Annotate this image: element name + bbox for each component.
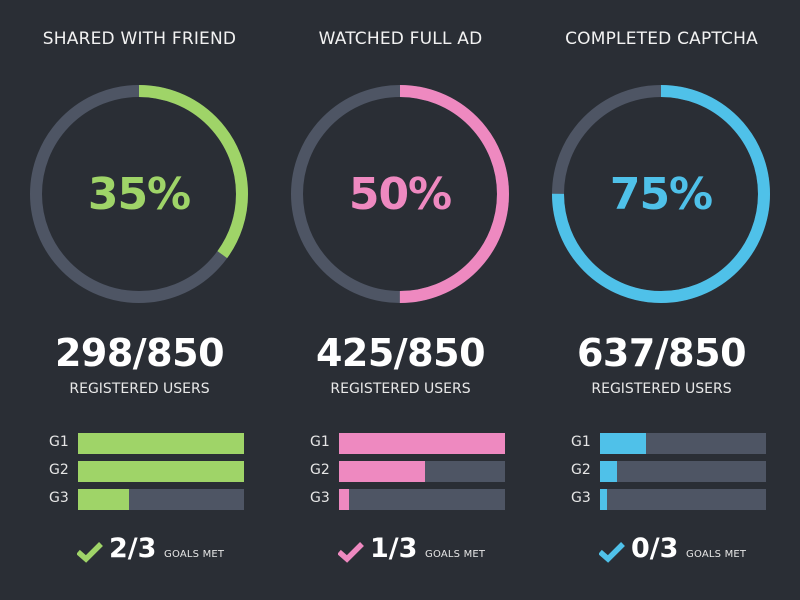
- goals-met-label: GOALS MET: [686, 549, 747, 560]
- goal-progress-fill: [339, 489, 349, 510]
- goal-progress-fill: [600, 433, 647, 454]
- goal-row-g3: G3: [531, 489, 792, 511]
- goal-row-g1: G1: [531, 433, 792, 455]
- goal-progress-track: [339, 461, 505, 482]
- goal-progress-fill: [600, 489, 607, 510]
- goal-label: G1: [310, 434, 330, 450]
- goal-label: G1: [49, 434, 69, 450]
- goal-row-g2: G2: [531, 461, 792, 483]
- panel-title: SHARED WITH FRIEND: [42, 29, 237, 49]
- user-count: 425/850: [315, 331, 486, 375]
- goal-progress-fill: [339, 433, 505, 454]
- goal-label: G2: [310, 462, 330, 478]
- goal-progress-track: [78, 433, 244, 454]
- goal-progress-fill: [78, 461, 244, 482]
- goals-summary: 1/3 GOALS MET: [270, 533, 531, 569]
- goal-label: G3: [310, 490, 330, 506]
- metric-panel-3: COMPLETED CAPTCHA 75% 637/850 REGISTERED…: [531, 0, 792, 600]
- user-count: 637/850: [576, 331, 747, 375]
- goals-met-count: 1/3: [370, 533, 418, 564]
- ring-chart: [552, 85, 770, 303]
- goal-label: G3: [571, 490, 591, 506]
- goals-summary: 2/3 GOALS MET: [9, 533, 270, 569]
- goal-progress-fill: [339, 461, 426, 482]
- goal-row-g1: G1: [9, 433, 270, 455]
- goal-progress-fill: [78, 489, 130, 510]
- goal-progress-track: [78, 461, 244, 482]
- goal-row-g2: G2: [9, 461, 270, 483]
- checkmark-icon: [599, 542, 625, 563]
- goal-label: G2: [571, 462, 591, 478]
- goal-row-g3: G3: [270, 489, 531, 511]
- checkmark-icon: [77, 542, 103, 563]
- goals-met-count: 0/3: [631, 533, 679, 564]
- metric-panel-1: SHARED WITH FRIEND 35% 298/850 REGISTERE…: [9, 0, 270, 600]
- panel-title: WATCHED FULL AD: [318, 29, 483, 49]
- user-count: 298/850: [54, 331, 225, 375]
- progress-ring: 35%: [29, 84, 249, 304]
- goal-label: G1: [571, 434, 591, 450]
- user-count-label: REGISTERED USERS: [69, 381, 210, 397]
- progress-ring: 50%: [290, 84, 510, 304]
- checkmark-icon: [338, 542, 364, 563]
- goal-progress-fill: [600, 461, 617, 482]
- metric-panel-2: WATCHED FULL AD 50% 425/850 REGISTERED U…: [270, 0, 531, 600]
- goals-met-count: 2/3: [109, 533, 157, 564]
- goal-progress-track: [339, 433, 505, 454]
- goal-label: G3: [49, 490, 69, 506]
- progress-ring: 75%: [551, 84, 771, 304]
- ring-chart: [291, 85, 509, 303]
- goals-met-label: GOALS MET: [164, 549, 225, 560]
- goal-progress-track: [78, 489, 244, 510]
- panel-title: COMPLETED CAPTCHA: [565, 29, 758, 49]
- ring-chart: [30, 85, 248, 303]
- goal-row-g1: G1: [270, 433, 531, 455]
- user-count-label: REGISTERED USERS: [591, 381, 732, 397]
- goal-row-g3: G3: [9, 489, 270, 511]
- goal-progress-track: [339, 489, 505, 510]
- goal-progress-fill: [78, 433, 244, 454]
- goal-label: G2: [49, 462, 69, 478]
- goals-met-label: GOALS MET: [425, 549, 486, 560]
- goals-summary: 0/3 GOALS MET: [531, 533, 792, 569]
- percent-value: 50%: [348, 168, 452, 220]
- goal-progress-track: [600, 461, 766, 482]
- goal-progress-track: [600, 489, 766, 510]
- goal-progress-track: [600, 433, 766, 454]
- percent-value: 35%: [87, 168, 191, 220]
- goal-row-g2: G2: [270, 461, 531, 483]
- percent-value: 75%: [609, 168, 713, 220]
- user-count-label: REGISTERED USERS: [330, 381, 471, 397]
